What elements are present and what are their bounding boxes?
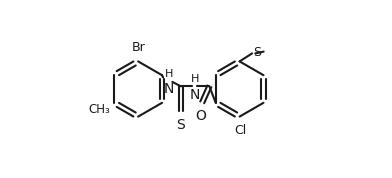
Text: S: S <box>253 46 261 59</box>
Text: N: N <box>189 88 200 102</box>
Text: Cl: Cl <box>234 124 247 137</box>
Text: Br: Br <box>132 41 146 54</box>
Text: H: H <box>191 74 199 84</box>
Text: CH₃: CH₃ <box>88 103 110 116</box>
Text: O: O <box>195 109 206 124</box>
Text: H: H <box>165 69 174 79</box>
Text: S: S <box>176 118 185 132</box>
Text: N: N <box>164 82 174 96</box>
